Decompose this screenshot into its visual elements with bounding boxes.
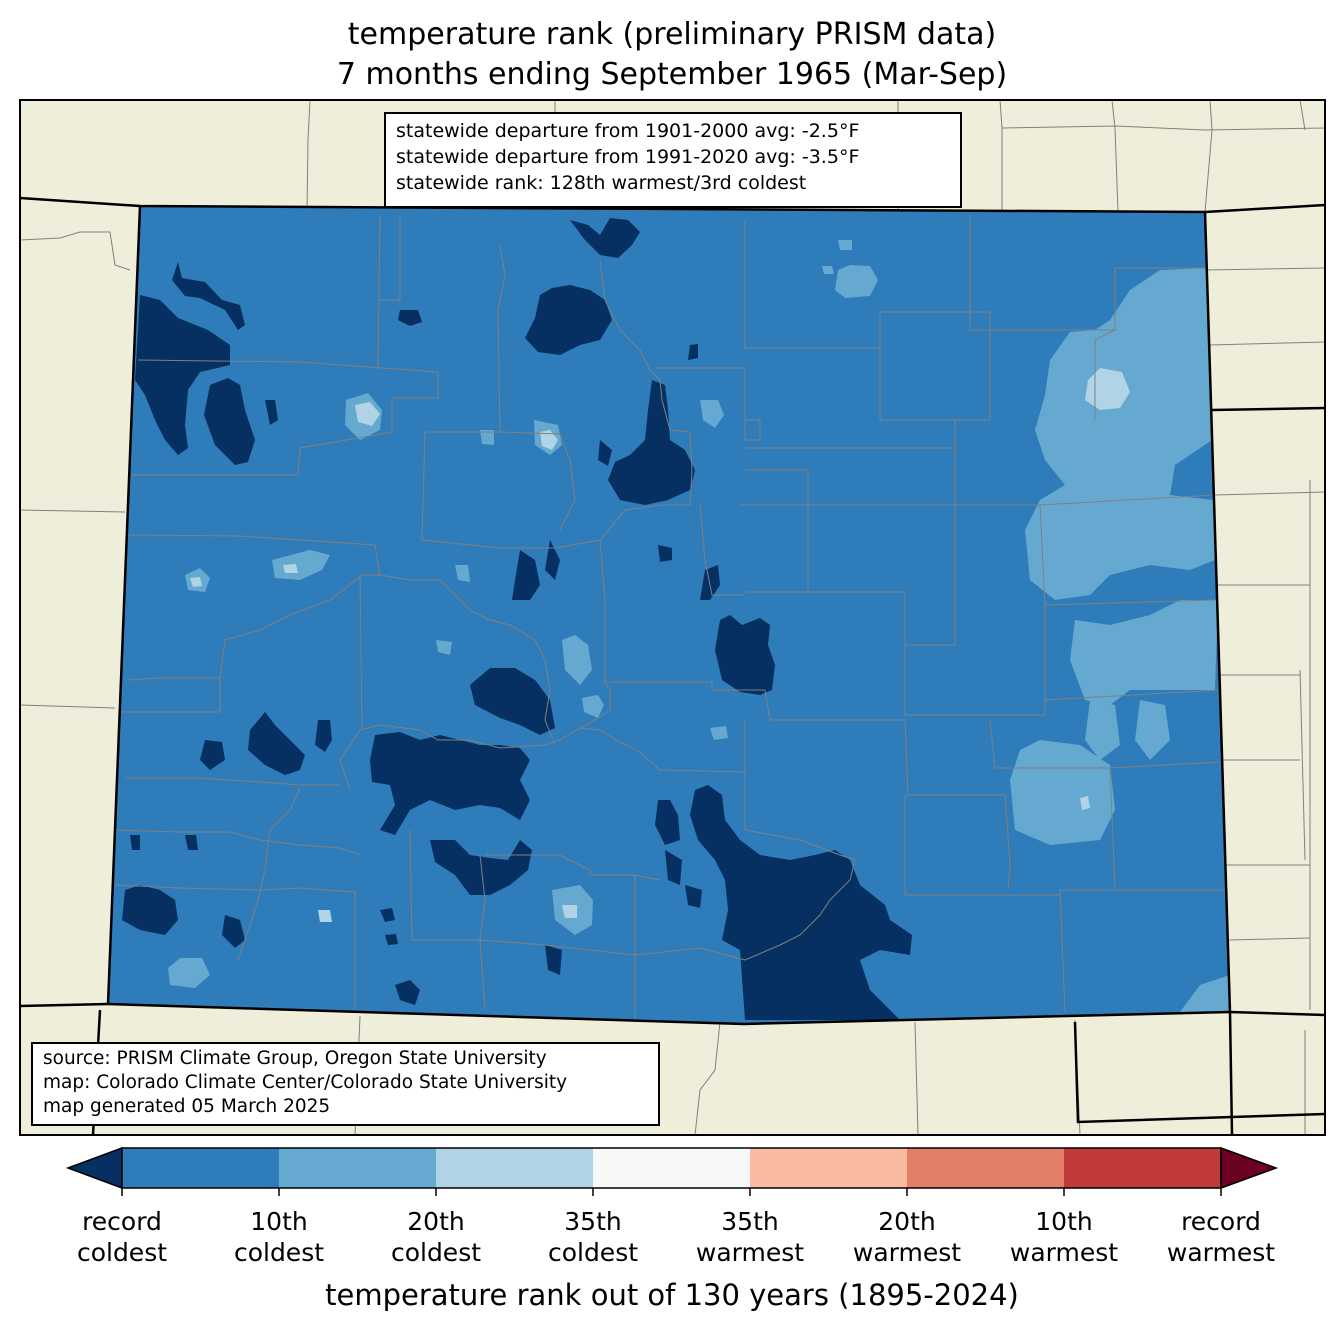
source-line-3: map generated 05 March 2025 xyxy=(43,1096,331,1117)
colorado-county-lines xyxy=(111,214,1228,1020)
colorbar-35th-coldest xyxy=(436,1148,593,1188)
source-box: source: PRISM Climate Group, Oregon Stat… xyxy=(31,1042,660,1126)
colorbar-label-record-coldest: record coldest xyxy=(76,1207,168,1267)
map-frame xyxy=(19,99,1326,1136)
colorbar-label-20th-coldest: 20th coldest xyxy=(390,1207,482,1267)
coldest-35th-areas xyxy=(190,368,1130,922)
colorbar-label-10th-warmest: 10th warmest xyxy=(1009,1207,1119,1267)
colorbar-10th-warmest xyxy=(1064,1148,1221,1188)
map-title-line-1: temperature rank (preliminary PRISM data… xyxy=(347,17,997,52)
colorbar xyxy=(65,1146,1279,1196)
source-line-1: source: PRISM Climate Group, Oregon Stat… xyxy=(43,1048,547,1069)
colorbar-10th-coldest xyxy=(122,1148,279,1188)
colorado-state-fill xyxy=(108,206,1230,1024)
stats-line-3: statewide rank: 128th warmest/3rd coldes… xyxy=(396,172,807,194)
stats-line-2: statewide departure from 1991-2020 avg: … xyxy=(396,146,860,168)
colorbar-label-35th-warmest: 35th warmest xyxy=(695,1207,805,1267)
colorbar-20th-coldest xyxy=(279,1148,436,1188)
statewide-stats-box: statewide departure from 1901-2000 avg: … xyxy=(384,112,962,208)
colorbar-35th-warmest xyxy=(750,1148,907,1188)
colorbar-record-coldest xyxy=(65,1146,123,1190)
colorbar-record-warmest xyxy=(1220,1146,1279,1190)
colorbar-label-35th-coldest: 35th coldest xyxy=(547,1207,639,1267)
coldest-20th-areas xyxy=(168,240,1230,1012)
colorbar-label-record-warmest: record warmest xyxy=(1166,1207,1276,1267)
stats-line-1: statewide departure from 1901-2000 avg: … xyxy=(396,120,860,142)
colorbar-label-20th-warmest: 20th warmest xyxy=(852,1207,962,1267)
colorbar-label-10th-coldest: 10th coldest xyxy=(233,1207,325,1267)
colorbar-axis-label: temperature rank out of 130 years (1895-… xyxy=(325,1278,1019,1312)
record-coldest-areas xyxy=(122,218,912,1020)
colorbar-normal xyxy=(593,1148,750,1188)
source-line-2: map: Colorado Climate Center/Colorado St… xyxy=(43,1072,568,1093)
colorbar-20th-warmest xyxy=(907,1148,1064,1188)
map-title-line-2: 7 months ending September 1965 (Mar-Sep) xyxy=(336,57,1008,92)
